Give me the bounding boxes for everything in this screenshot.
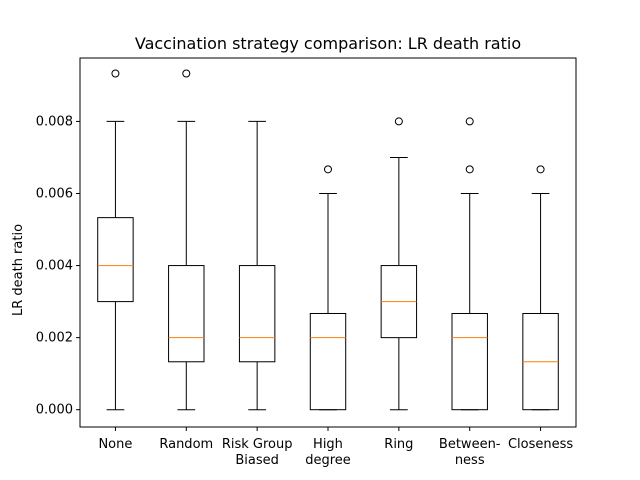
box-group <box>451 117 488 411</box>
box-group <box>309 165 347 411</box>
box <box>238 265 276 363</box>
x-tick-label: Ring <box>384 437 413 452</box>
y-tick-label: 0.002 <box>36 331 73 346</box>
x-tick-label: Between-ness <box>439 437 501 468</box>
x-tick-label-line: Risk Group <box>222 437 293 452</box>
x-tick-label-line: Between- <box>439 437 501 452</box>
x-tick-label: None <box>98 437 132 452</box>
box-group <box>380 117 418 411</box>
outlier-point <box>465 117 474 126</box>
y-tick-label: 0.000 <box>36 403 73 418</box>
x-tick-label-line: Random <box>159 437 213 452</box>
x-tick-label: Closeness <box>508 437 573 452</box>
y-axis-label: LR death ratio <box>11 224 26 316</box>
y-axis: 0.000 0.002 0.004 0.006 0.008 <box>36 114 80 418</box>
box <box>97 217 134 303</box>
x-tick-label: High degree <box>305 437 351 468</box>
box-group <box>522 165 559 411</box>
outlier-point <box>394 117 403 126</box>
y-tick-label: 0.004 <box>36 259 73 274</box>
y-tick-label: 0.006 <box>36 186 73 201</box>
box-group <box>238 120 276 411</box>
box <box>451 312 488 411</box>
box-group <box>97 69 134 411</box>
outlier-point <box>182 69 191 78</box>
x-tick-label-line: None <box>98 437 132 452</box>
x-tick-label-line: High <box>313 437 343 452</box>
axes-frame <box>79 57 577 428</box>
x-tick-label-line: Biased <box>235 453 279 468</box>
x-tick-label-line: degree <box>305 453 351 468</box>
box <box>309 312 347 411</box>
outlier-point <box>465 165 474 174</box>
outlier-point <box>536 165 545 174</box>
x-axis: None Random Risk Group Biased High degree Ring… <box>98 427 573 468</box>
y-tick-label: 0.008 <box>36 114 73 129</box>
x-tick-label: Random <box>159 437 213 452</box>
chart-title: Vaccination strategy comparison: LR deat… <box>135 34 521 53</box>
x-tick-label-line: ness <box>455 453 485 468</box>
outlier-point <box>324 165 332 174</box>
x-tick-label-line: Ring <box>384 437 413 452</box>
box <box>168 265 205 363</box>
x-tick-label-line: Closeness <box>508 437 573 452</box>
plot-area <box>97 69 559 411</box>
box-group <box>168 69 205 411</box>
outlier-point <box>111 69 120 78</box>
x-tick-label: Risk Group Biased <box>222 437 293 468</box>
